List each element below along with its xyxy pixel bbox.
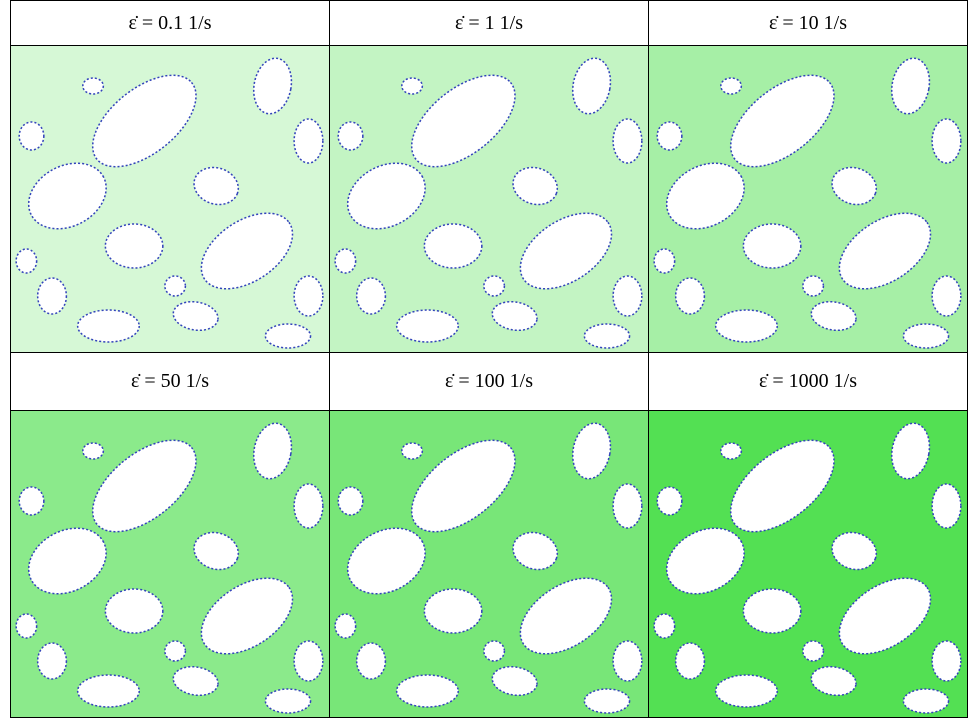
pore bbox=[397, 675, 459, 707]
image-row bbox=[11, 410, 968, 717]
pore bbox=[335, 614, 356, 638]
panel-label: ε̇ = 50 1/s bbox=[11, 353, 330, 410]
pore bbox=[613, 484, 642, 528]
pore bbox=[105, 224, 162, 268]
pore bbox=[16, 249, 37, 273]
panel-label: ε̇ = 1 1/s bbox=[330, 1, 649, 46]
panel bbox=[11, 410, 330, 717]
pore bbox=[83, 78, 104, 94]
pore bbox=[78, 675, 140, 707]
pore bbox=[743, 589, 800, 633]
pore bbox=[743, 224, 800, 268]
pore bbox=[613, 641, 642, 681]
simulation-image bbox=[330, 411, 648, 717]
panel-label: ε̇ = 10 1/s bbox=[649, 1, 968, 46]
panel bbox=[330, 46, 649, 353]
pore bbox=[803, 641, 824, 661]
pore bbox=[654, 249, 675, 273]
panel-label: ε̇ = 0.1 1/s bbox=[11, 1, 330, 46]
pore bbox=[83, 443, 104, 459]
pore bbox=[584, 324, 629, 348]
panel bbox=[649, 410, 968, 717]
pore bbox=[335, 249, 356, 273]
pore bbox=[932, 119, 961, 163]
pore bbox=[294, 641, 323, 681]
pore bbox=[338, 122, 363, 150]
panel-label: ε̇ = 100 1/s bbox=[330, 353, 649, 410]
pore bbox=[803, 276, 824, 296]
pore bbox=[338, 487, 363, 515]
pore bbox=[676, 278, 705, 314]
pore bbox=[397, 310, 459, 342]
pore bbox=[19, 487, 44, 515]
simulation-image bbox=[649, 46, 967, 352]
pore bbox=[716, 675, 778, 707]
pore bbox=[903, 689, 948, 713]
pore bbox=[721, 443, 742, 459]
pore bbox=[657, 122, 682, 150]
panel-label: ε̇ = 1000 1/s bbox=[649, 353, 968, 410]
pore bbox=[265, 324, 310, 348]
pore bbox=[19, 122, 44, 150]
header-row: ε̇ = 50 1/s ε̇ = 100 1/s ε̇ = 1000 1/s bbox=[11, 353, 968, 410]
pore bbox=[721, 78, 742, 94]
pore bbox=[402, 443, 423, 459]
panel bbox=[649, 46, 968, 353]
pore bbox=[932, 641, 961, 681]
pore bbox=[357, 643, 386, 679]
pore bbox=[657, 487, 682, 515]
pore bbox=[932, 484, 961, 528]
pore bbox=[38, 643, 67, 679]
image-row bbox=[11, 46, 968, 353]
pore bbox=[16, 614, 37, 638]
pore bbox=[78, 310, 140, 342]
pore bbox=[38, 278, 67, 314]
simulation-image bbox=[330, 46, 648, 352]
panel bbox=[11, 46, 330, 353]
pore bbox=[584, 689, 629, 713]
pore bbox=[105, 589, 162, 633]
pore bbox=[357, 278, 386, 314]
pore bbox=[424, 224, 481, 268]
header-row: ε̇ = 0.1 1/s ε̇ = 1 1/s ε̇ = 10 1/s bbox=[11, 1, 968, 46]
pore bbox=[165, 641, 186, 661]
pore bbox=[903, 324, 948, 348]
simulation-image bbox=[11, 46, 329, 352]
pore bbox=[265, 689, 310, 713]
simulation-image bbox=[649, 411, 967, 717]
pore bbox=[932, 276, 961, 316]
panel bbox=[330, 410, 649, 717]
simulation-image bbox=[11, 411, 329, 717]
pore bbox=[294, 119, 323, 163]
pore bbox=[716, 310, 778, 342]
pore bbox=[294, 484, 323, 528]
pore bbox=[484, 276, 505, 296]
pore bbox=[165, 276, 186, 296]
pore bbox=[613, 119, 642, 163]
pore bbox=[676, 643, 705, 679]
page: ε̇ = 0.1 1/s ε̇ = 1 1/s ε̇ = 10 1/s ε̇ =… bbox=[0, 0, 968, 728]
pore bbox=[294, 276, 323, 316]
pore bbox=[484, 641, 505, 661]
pore bbox=[654, 614, 675, 638]
pore bbox=[402, 78, 423, 94]
pore bbox=[613, 276, 642, 316]
figure-table: ε̇ = 0.1 1/s ε̇ = 1 1/s ε̇ = 10 1/s ε̇ =… bbox=[10, 0, 968, 718]
pore bbox=[424, 589, 481, 633]
